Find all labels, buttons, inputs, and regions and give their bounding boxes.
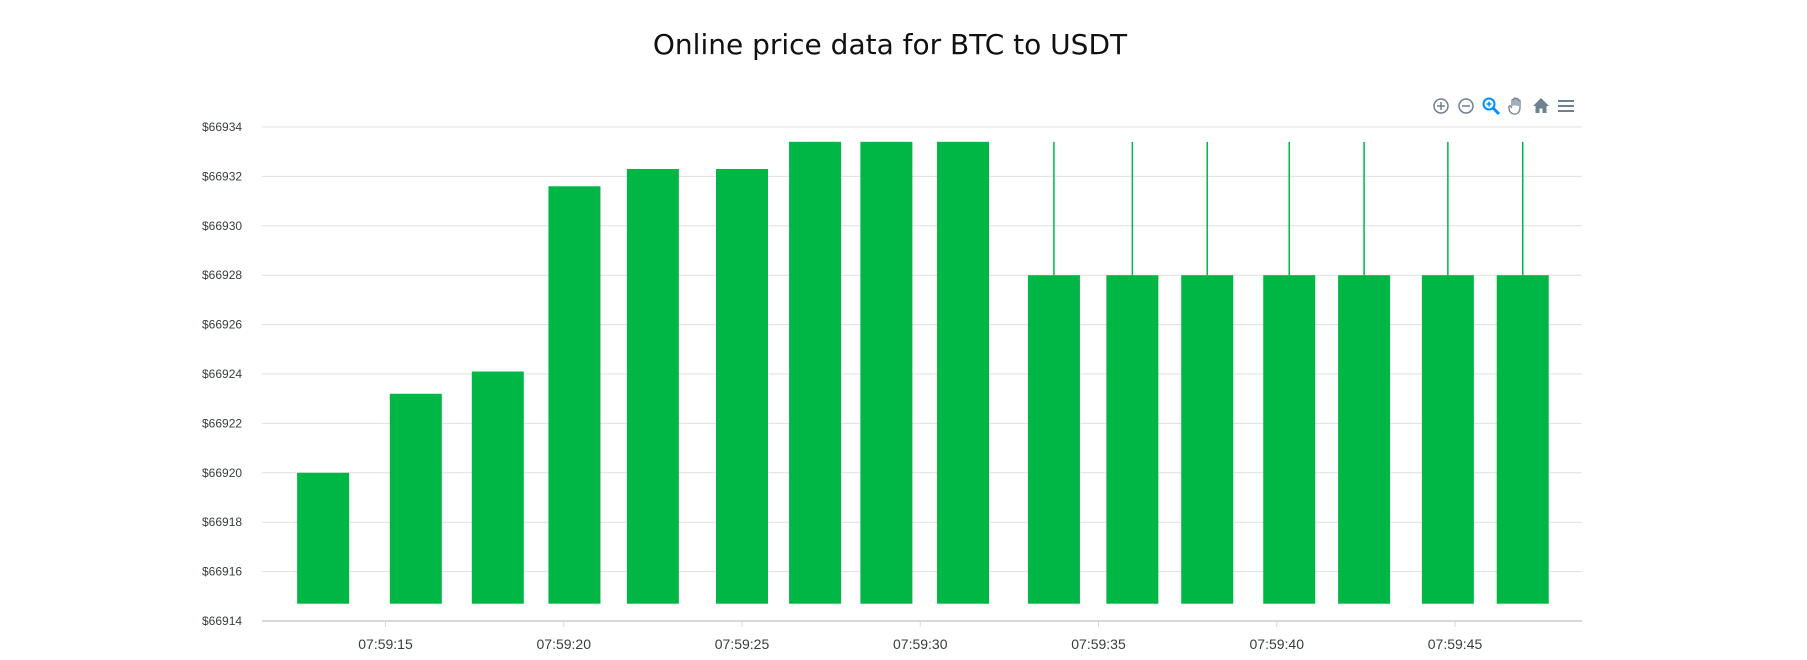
- candle-body[interactable]: [716, 168, 768, 604]
- pan-icon[interactable]: [1505, 95, 1527, 117]
- zoom-in-icon[interactable]: [1430, 95, 1452, 117]
- x-tick-label: 07:59:30: [893, 636, 948, 652]
- y-tick-label: $66914: [202, 614, 242, 628]
- candles: [297, 141, 1549, 604]
- candle-body[interactable]: [1181, 275, 1234, 604]
- x-tick-label: 07:59:45: [1428, 636, 1483, 652]
- chart-toolbar: [1430, 93, 1577, 119]
- x-tick-label: 07:59:15: [358, 636, 413, 652]
- candle-body[interactable]: [548, 186, 601, 604]
- y-tick-label: $66924: [202, 367, 242, 381]
- y-tick-label: $66934: [202, 120, 242, 134]
- candle-body[interactable]: [1263, 275, 1316, 604]
- x-tick-label: 07:59:25: [715, 636, 770, 652]
- y-tick-label: $66932: [202, 169, 242, 183]
- candle-body[interactable]: [1106, 275, 1159, 604]
- chart-title: Online price data for BTC to USDT: [652, 28, 1128, 61]
- candle-body[interactable]: [789, 141, 842, 604]
- candle-body[interactable]: [626, 168, 679, 604]
- candle-body[interactable]: [1027, 275, 1080, 604]
- candle-body[interactable]: [937, 141, 990, 604]
- zoom-out-icon[interactable]: [1455, 95, 1477, 117]
- y-tick-label: $66928: [202, 268, 242, 282]
- y-tick-label: $66918: [202, 515, 242, 529]
- axes: $66914 $66916 $66918 $66920 $66922 $66924 $669…: [202, 120, 1582, 652]
- candle-body[interactable]: [471, 371, 524, 604]
- home-icon[interactable]: [1530, 95, 1552, 117]
- candle-body[interactable]: [297, 472, 350, 604]
- x-tick-label: 07:59:20: [537, 636, 592, 652]
- y-tick-label: $66922: [202, 416, 242, 430]
- y-tick-label: $66920: [202, 466, 242, 480]
- x-tick-label: 07:59:35: [1071, 636, 1126, 652]
- candle-body[interactable]: [860, 141, 913, 604]
- candle-body[interactable]: [389, 393, 442, 604]
- candle-body[interactable]: [1338, 275, 1391, 604]
- y-tick-label: $66930: [202, 219, 242, 233]
- x-tick-label: 07:59:40: [1250, 636, 1305, 652]
- menu-icon[interactable]: [1555, 95, 1577, 117]
- candle-body[interactable]: [1496, 275, 1549, 604]
- selection-zoom-icon[interactable]: [1480, 95, 1502, 117]
- y-tick-label: $66916: [202, 565, 242, 579]
- y-tick-label: $66926: [202, 318, 242, 332]
- candle-body[interactable]: [1421, 275, 1474, 604]
